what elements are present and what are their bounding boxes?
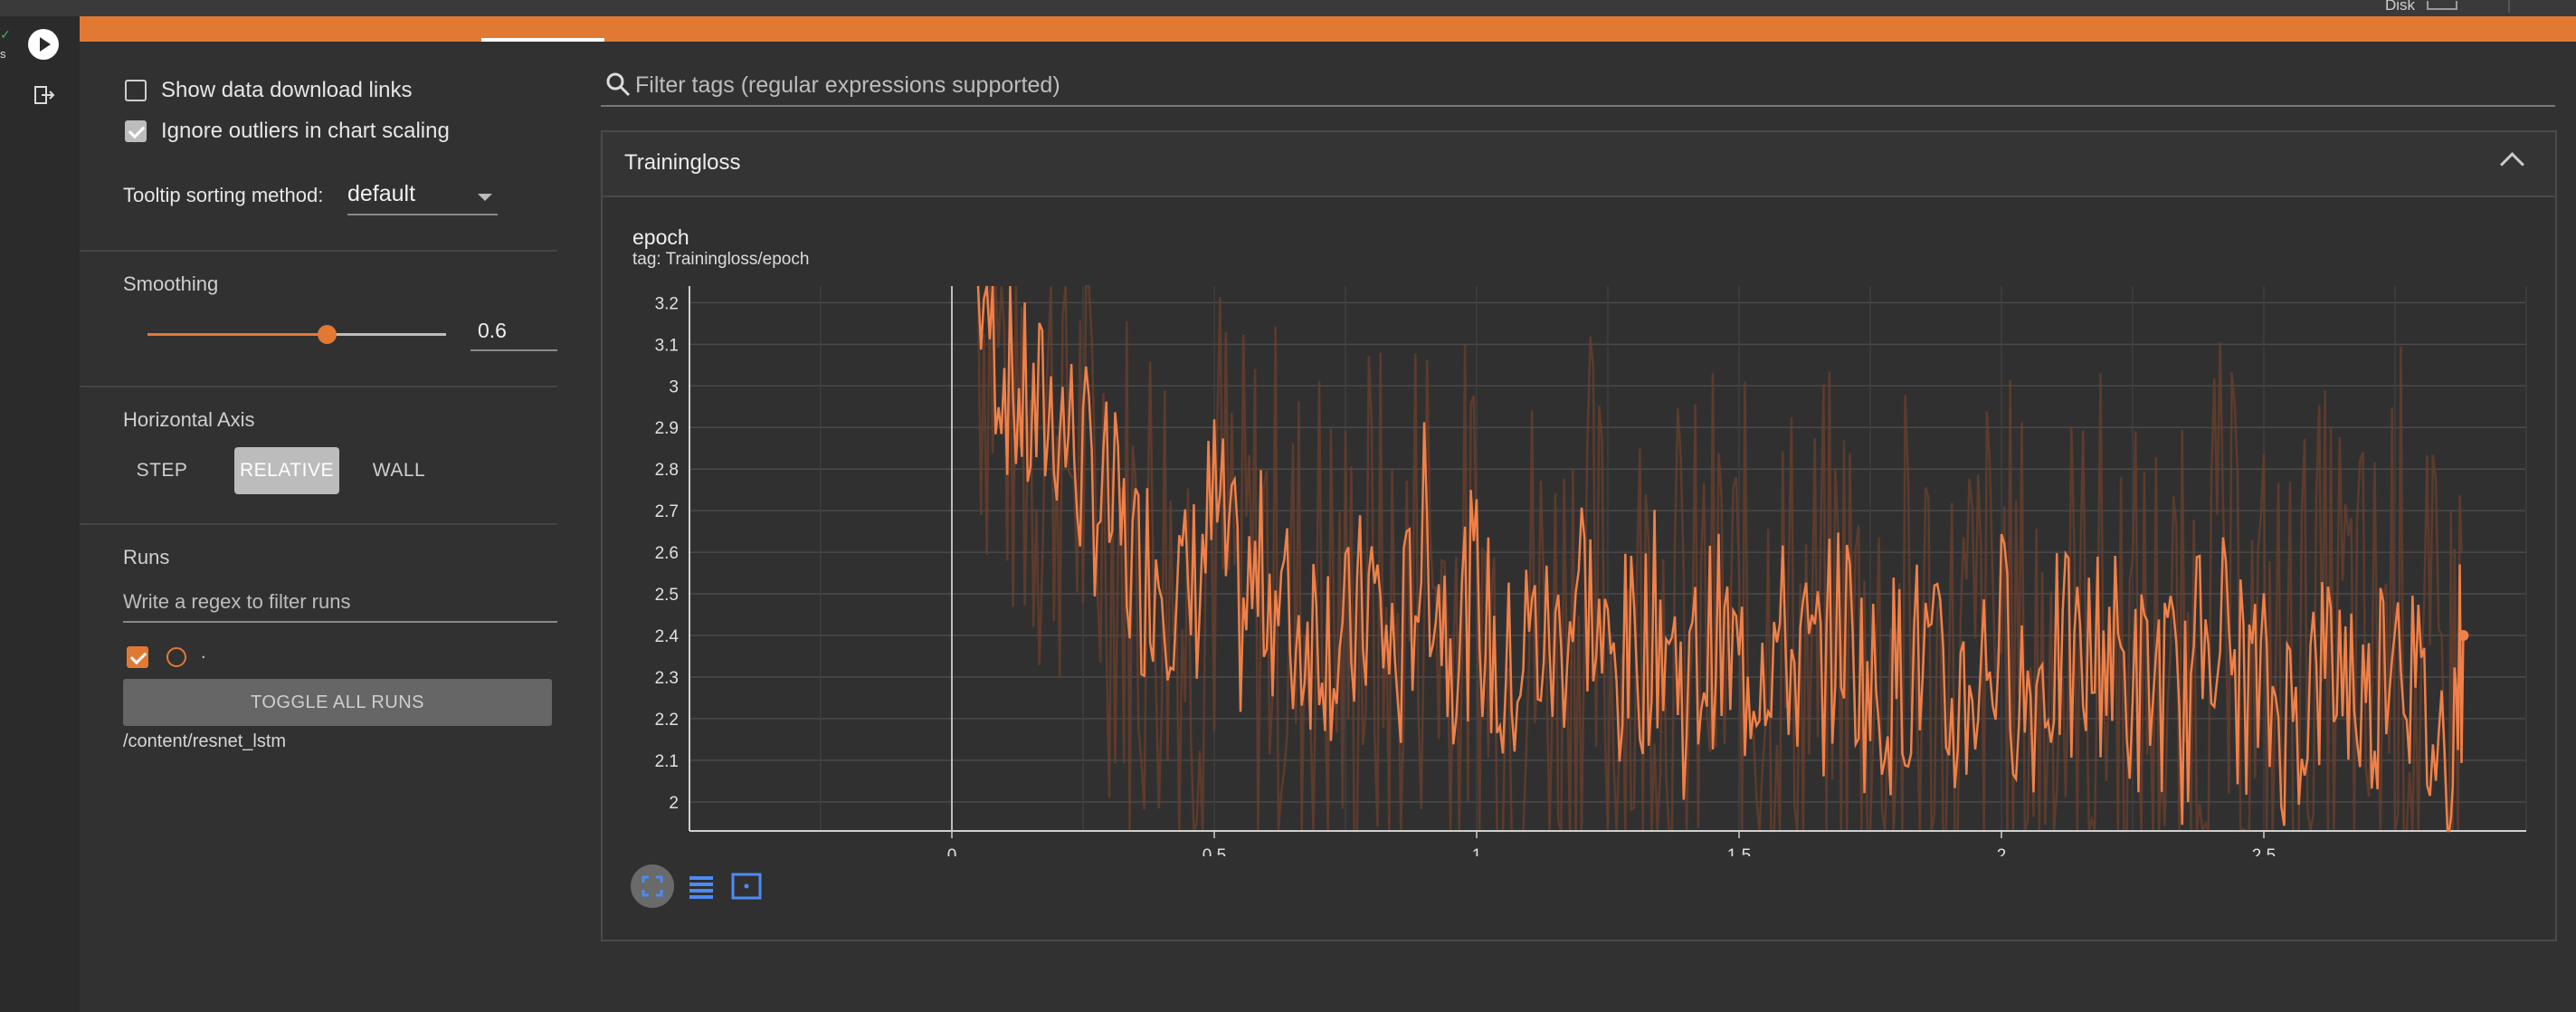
top-strip — [0, 0, 2576, 16]
run-row[interactable] — [127, 646, 163, 668]
ignore-outliers-row[interactable]: Ignore outliers in chart scaling — [125, 119, 450, 144]
tooltip-sort-value: default — [347, 181, 416, 206]
toggle-log-icon[interactable] — [679, 864, 724, 909]
status-check-icon: ✓ — [0, 27, 11, 42]
y-tick-label: 2.5 — [655, 586, 679, 605]
header-bar — [80, 16, 2576, 42]
top-divider — [2508, 0, 2510, 13]
smoothing-value-input[interactable]: 0.6 — [471, 319, 557, 351]
x-tick-label: 0 — [947, 846, 957, 856]
run-label: . — [201, 643, 206, 663]
section-divider — [80, 386, 557, 387]
trainingloss-card: Trainingloss epoch tag: Trainingloss/epo… — [601, 130, 2557, 941]
horizontal-axis-title: Horizontal Axis — [123, 408, 255, 431]
section-divider — [80, 523, 557, 525]
raw-series-line — [976, 284, 2463, 834]
run-path: /content/resnet_lstm — [123, 731, 287, 751]
series-end-point — [2457, 630, 2469, 642]
ignore-outliers-checkbox[interactable] — [125, 120, 147, 142]
toggle-all-runs-button[interactable]: TOGGLE ALL RUNS — [123, 679, 552, 726]
tick-labels: 2 2.1 2.2 2.3 2.4 2.5 2.6 2.7 2.8 2.9 3 3.1 3.2 0 0.5 1… — [655, 294, 2277, 856]
zoom-box-icon[interactable] — [724, 864, 769, 909]
x-tick-label: 1 — [1472, 846, 1482, 856]
plot-tag: tag: Trainingloss/epoch — [632, 250, 810, 269]
left-rail — [0, 16, 80, 1012]
x-tick-label: 2 — [1997, 846, 2007, 856]
tag-filter-placeholder: Filter tags (regular expressions support… — [635, 72, 1060, 98]
y-tick-label: 2.7 — [655, 502, 679, 521]
axis-relative-button[interactable]: RELATIVE — [234, 447, 339, 494]
smoothed-series-line — [976, 285, 2465, 833]
y-tick-label: 3.1 — [655, 336, 679, 355]
y-tick-label: 2.6 — [655, 544, 679, 563]
card-title: Trainingloss — [624, 150, 741, 175]
y-tick-label: 3.2 — [655, 294, 679, 313]
runs-title: Runs — [123, 546, 170, 568]
active-tab-indicator — [481, 38, 604, 42]
x-tick-label: 2.5 — [2252, 846, 2276, 856]
x-tick-label: 0.5 — [1202, 846, 1226, 856]
axis-wall-button[interactable]: WALL — [372, 460, 426, 481]
card-header[interactable]: Trainingloss — [603, 132, 2555, 197]
chevron-down-icon — [478, 194, 492, 201]
settings-sidebar: Show data download links Ignore outliers… — [80, 42, 557, 1012]
raw-series — [976, 284, 2463, 834]
show-download-checkbox[interactable] — [125, 80, 147, 101]
y-tick-label: 2.3 — [655, 669, 679, 688]
tooltip-label: Tooltip sorting method: — [123, 184, 324, 206]
ignore-outliers-label: Ignore outliers in chart scaling — [161, 119, 450, 143]
tag-filter-input[interactable]: Filter tags (regular expressions support… — [601, 65, 2555, 107]
chart-axes — [689, 286, 2526, 838]
loss-chart[interactable]: 2 2.1 2.2 2.3 2.4 2.5 2.6 2.7 2.8 2.9 3 3.1 3.2 0 0.5 1… — [603, 132, 2555, 856]
fit-domain-icon[interactable] — [630, 864, 675, 909]
smoothed-series — [976, 285, 2469, 833]
search-icon — [606, 72, 631, 97]
y-tick-label: 2 — [669, 794, 679, 813]
y-tick-label: 2.2 — [655, 711, 679, 730]
smoothing-title: Smoothing — [123, 272, 219, 295]
runs-filter-placeholder: Write a regex to filter runs — [123, 590, 351, 613]
y-tick-label: 3 — [669, 377, 679, 396]
runs-filter-input[interactable]: Write a regex to filter runs — [123, 583, 557, 623]
disk-label: Disk — [2385, 0, 2416, 14]
show-download-label: Show data download links — [161, 78, 413, 102]
axis-step-button[interactable]: STEP — [136, 460, 188, 481]
y-tick-label: 2.4 — [655, 627, 680, 646]
exit-icon[interactable] — [33, 83, 56, 107]
section-divider — [80, 250, 557, 252]
show-download-row[interactable]: Show data download links — [125, 78, 413, 103]
plot-title: epoch — [632, 225, 689, 249]
run-checkbox[interactable] — [127, 646, 148, 668]
x-tick-label: 1.5 — [1727, 846, 1751, 856]
disk-usage-indicator — [2427, 1, 2457, 10]
play-icon[interactable] — [28, 29, 59, 60]
y-tick-label: 2.1 — [655, 752, 679, 771]
tooltip-sort-select[interactable]: default — [347, 181, 498, 215]
y-tick-label: 2.9 — [655, 419, 679, 438]
smoothing-slider-thumb[interactable] — [318, 325, 337, 344]
rail-status-letter: s — [0, 47, 6, 61]
y-tick-label: 2.8 — [655, 461, 679, 480]
smoothing-slider-fill — [147, 333, 327, 336]
run-color-swatch[interactable] — [166, 647, 186, 667]
